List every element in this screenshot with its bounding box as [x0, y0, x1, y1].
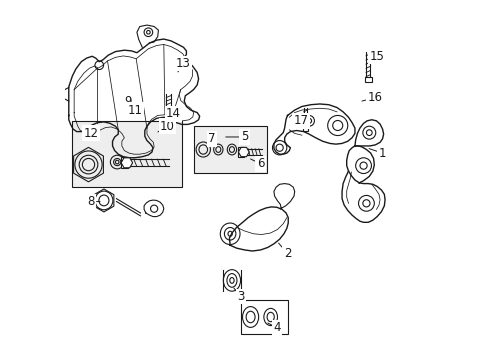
- Text: 1: 1: [378, 147, 386, 159]
- Bar: [164, 119, 172, 125]
- Text: 4: 4: [272, 321, 280, 334]
- Bar: [121, 157, 128, 168]
- Text: 10: 10: [160, 120, 175, 133]
- Text: 15: 15: [369, 50, 384, 63]
- Text: 17: 17: [293, 114, 308, 127]
- Text: 7: 7: [208, 132, 216, 145]
- Bar: [72, 121, 182, 187]
- Polygon shape: [238, 147, 249, 157]
- Text: 9: 9: [124, 95, 131, 108]
- Polygon shape: [121, 158, 132, 168]
- Bar: [193, 126, 266, 173]
- Text: 2: 2: [283, 247, 291, 260]
- Text: 11: 11: [127, 104, 142, 117]
- Text: 6: 6: [256, 157, 264, 170]
- Text: 3: 3: [237, 290, 244, 303]
- Text: 12: 12: [83, 127, 98, 140]
- Bar: [241, 300, 287, 334]
- Text: 13: 13: [176, 57, 191, 70]
- Bar: [302, 126, 308, 131]
- Text: 16: 16: [367, 91, 382, 104]
- Text: 8: 8: [87, 195, 95, 208]
- Text: 14: 14: [165, 107, 181, 120]
- Bar: [364, 77, 371, 82]
- Bar: [238, 147, 244, 157]
- Text: 5: 5: [240, 130, 248, 144]
